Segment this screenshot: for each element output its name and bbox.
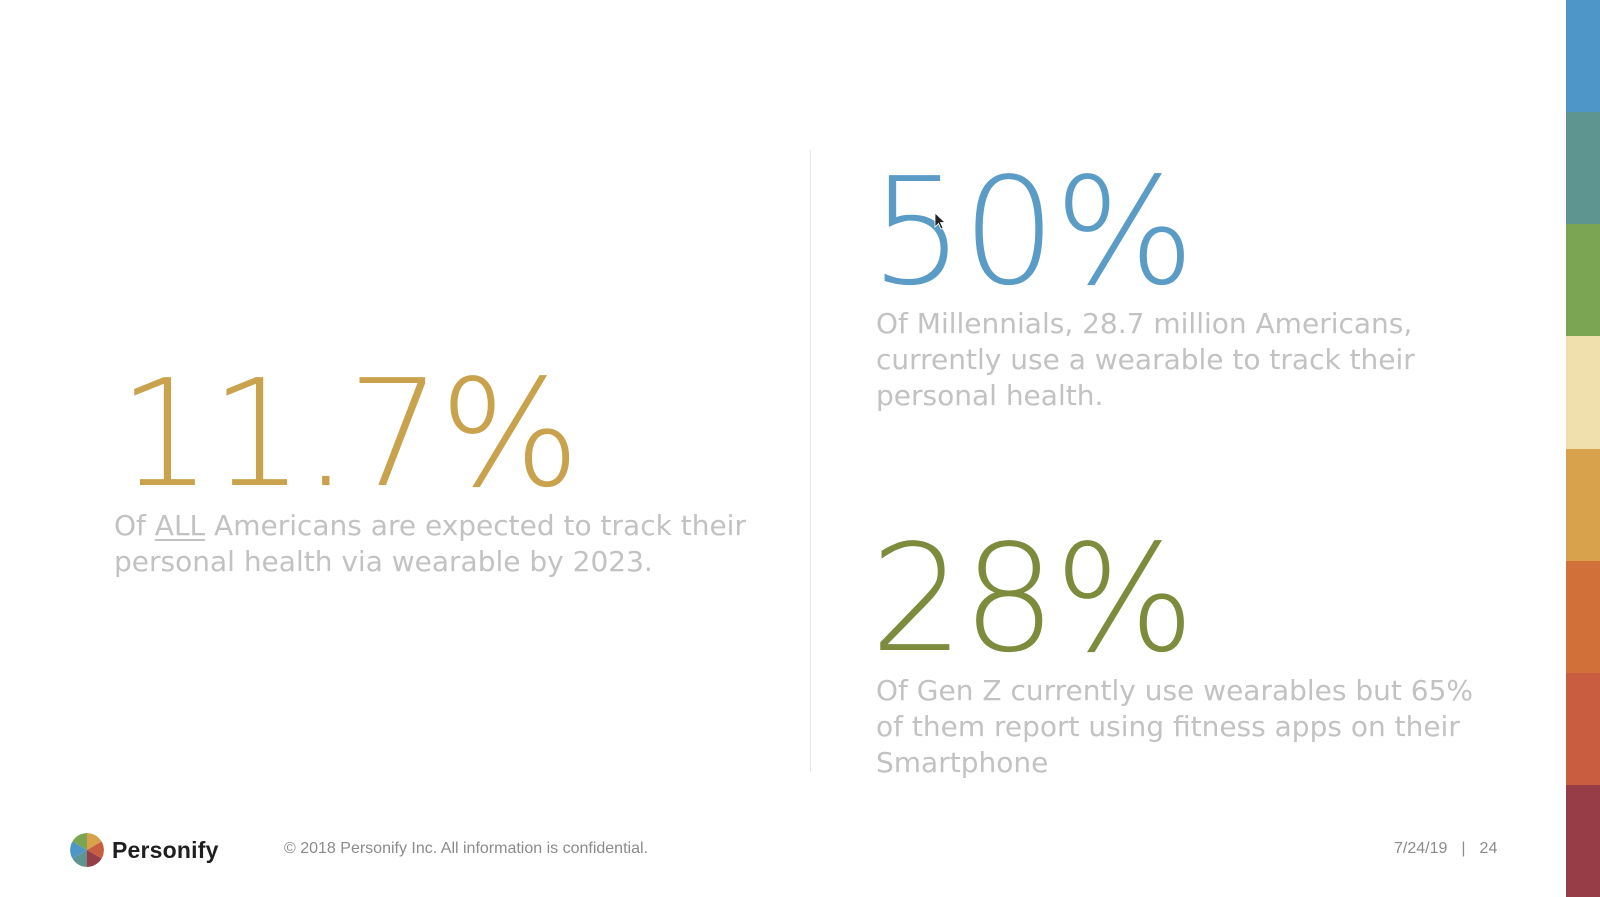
stripe-blue (1566, 0, 1600, 113)
footer-meta: 7/24/19 | 24 (1394, 840, 1497, 858)
footer-logo: Personify (70, 833, 219, 867)
personify-logo-icon (70, 833, 104, 867)
page-number: 24 (1479, 840, 1498, 857)
color-stripe-bar (1566, 0, 1600, 897)
brand-name: Personify (112, 836, 219, 863)
footer-date: 7/24/19 (1394, 840, 1448, 857)
stat-description-gen-z: Of Gen Z currently use wearables but 65%… (876, 674, 1474, 779)
stat-value-gen-z: 28% (870, 513, 1195, 685)
stripe-orange (1566, 560, 1600, 673)
stripe-cream (1566, 336, 1600, 449)
desc-rest: Americans are expected to track their pe… (114, 509, 746, 578)
stripe-red-orange (1566, 672, 1600, 785)
footer-copyright: © 2018 Personify Inc. All information is… (284, 840, 648, 857)
stripe-maroon (1566, 784, 1600, 897)
desc-emphasis-all: ALL (154, 509, 206, 542)
stripe-green (1566, 224, 1600, 337)
mouse-pointer-icon (934, 212, 946, 230)
stat-description-all-americans: Of ALL Americans are expected to track t… (114, 508, 754, 580)
stripe-gold (1566, 448, 1600, 561)
stripe-teal (1566, 112, 1600, 225)
desc-prefix: Of (114, 509, 155, 542)
stat-value-millennials: 50% (870, 146, 1195, 318)
footer-separator: | (1461, 840, 1466, 857)
stat-description-millennials: Of Millennials, 28.7 million Americans, … (876, 307, 1415, 412)
stat-value-all-americans: 11.7% (118, 348, 580, 520)
vertical-divider (810, 150, 811, 772)
